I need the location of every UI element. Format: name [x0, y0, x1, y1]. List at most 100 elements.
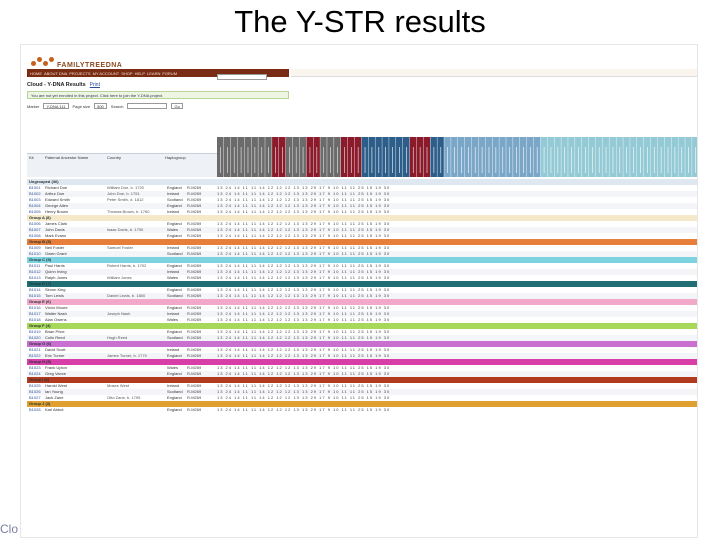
nav-item[interactable]: MY ACCOUNT: [92, 70, 120, 76]
marker-values: 13 24 14 11 11 14 12 12 12 13 13 29 17 9…: [217, 269, 391, 274]
brand-name: FAMILYTREEDNA: [57, 62, 123, 69]
join-notice[interactable]: You are not yet enrolled in this project…: [27, 91, 289, 99]
table-row: B1009 Neil Foster Samuel Foster Ireland R-M2…: [27, 245, 697, 251]
country: Scotland: [167, 197, 183, 202]
country: Scotland: [167, 389, 183, 394]
table-row: B1013 Ralph Jones William Jones Wales R-M269…: [27, 275, 697, 281]
login-field[interactable]: [217, 74, 267, 80]
nav-item[interactable]: FORUM: [162, 70, 178, 76]
marker-values: 13 24 14 11 11 14 12 12 12 13 13 29 17 9…: [217, 227, 391, 232]
kit-link[interactable]: B1015: [29, 293, 41, 298]
ancestor-desc: James Turner, b. 1770: [107, 353, 147, 358]
member-name: Frank Upton: [45, 365, 68, 370]
marker-values: 13 24 14 11 11 14 12 12 12 13 13 29 17 9…: [217, 347, 391, 352]
col-haplogroup[interactable]: Haplogroup: [165, 155, 186, 160]
kit-link[interactable]: B1020: [29, 335, 41, 340]
kit-link[interactable]: B1012: [29, 269, 41, 274]
marker-values: 13 24 14 11 11 14 12 12 12 13 13 29 17 9…: [217, 317, 391, 322]
nav-item[interactable]: ABOUT DNA: [44, 70, 68, 76]
kit-link[interactable]: B1009: [29, 245, 41, 250]
kit-link[interactable]: B1019: [29, 329, 41, 334]
kit-link[interactable]: B1024: [29, 371, 41, 376]
kit-link[interactable]: B1028: [29, 407, 41, 412]
col-country[interactable]: Country: [107, 155, 122, 160]
ancestor-desc: Daniel Lewis, b. 1800: [107, 293, 146, 298]
kit-link[interactable]: B1018: [29, 317, 41, 322]
kit-link[interactable]: B1014: [29, 287, 41, 292]
country: England: [167, 407, 182, 412]
kit-link[interactable]: B1023: [29, 365, 41, 370]
col-name[interactable]: Paternal Ancestor Name: [45, 155, 89, 160]
member-name: John Davis: [45, 227, 65, 232]
ancestor-desc: Thomas Brown, b. 1760: [107, 209, 150, 214]
kit-link[interactable]: B1027: [29, 395, 41, 400]
marker-column-header[interactable]: [692, 137, 698, 177]
kit-link[interactable]: B1005: [29, 209, 41, 214]
marker-values: 13 24 14 11 11 14 12 12 12 13 13 29 17 9…: [217, 245, 391, 250]
group-label: Group A (8): [29, 215, 51, 220]
print-link[interactable]: Print: [89, 82, 100, 88]
kit-link[interactable]: B1026: [29, 389, 41, 394]
marker-values: 13 24 14 11 11 14 12 12 12 13 13 29 17 9…: [217, 353, 391, 358]
kit-link[interactable]: B1022: [29, 353, 41, 358]
group-label: Group J (3): [29, 401, 51, 406]
table-row: B1017 Walter Nash Joseph Nash Ireland R-M269…: [27, 311, 697, 317]
slide-title: The Y-STR results: [234, 4, 486, 39]
marker-values: 13 24 14 11 11 14 12 12 12 13 13 29 17 9…: [217, 275, 391, 280]
marker-header: Kit Paternal Ancestor Name Country Haplo…: [27, 113, 698, 177]
ancestor-desc: John Doe, b. 1751: [107, 191, 140, 196]
kit-link[interactable]: B1003: [29, 197, 41, 202]
haplogroup: R-M269: [187, 305, 202, 310]
nav-item[interactable]: HELP: [134, 70, 146, 76]
country: Scotland: [167, 335, 183, 340]
kit-link[interactable]: B1002: [29, 191, 41, 196]
table-row: B1022 Eric Turner James Turner, b. 1770 Eng…: [27, 353, 697, 359]
nav-item[interactable]: SHOP: [121, 70, 133, 76]
country: England: [167, 371, 182, 376]
member-name: Greg Vance: [45, 371, 67, 376]
table-row: B1002 Arthur Doe John Doe, b. 1751 Ireland R…: [27, 191, 697, 197]
haplogroup: R-M269: [187, 287, 202, 292]
nav-item[interactable]: HOME: [30, 70, 42, 76]
kit-link[interactable]: B1010: [29, 251, 41, 256]
results-toolbar: Marker Y-DNA 111 Page size 500 Search Go: [27, 102, 289, 110]
kit-link[interactable]: B1021: [29, 347, 41, 352]
column-headers: Kit Paternal Ancestor Name Country Haplo…: [27, 153, 217, 177]
col-kit[interactable]: Kit: [29, 155, 34, 160]
page-size-select[interactable]: 500: [94, 103, 107, 109]
country: Ireland: [167, 347, 180, 352]
table-row: B1005 Henry Brown Thomas Brown, b. 1760 Ire…: [27, 209, 697, 215]
kit-link[interactable]: B1007: [29, 227, 41, 232]
kit-link[interactable]: B1016: [29, 305, 41, 310]
search-button[interactable]: Go: [171, 103, 183, 109]
kit-link[interactable]: B1008: [29, 233, 41, 238]
marker-filter-select[interactable]: Y-DNA 111: [43, 103, 69, 109]
ancestor-desc: Otto Zane, b. 1795: [107, 395, 141, 400]
kit-link[interactable]: B1017: [29, 311, 41, 316]
group-label: Group F (4): [29, 323, 51, 328]
marker-values: 13 24 14 11 11 14 12 12 12 13 13 29 17 9…: [217, 389, 391, 394]
kit-link[interactable]: B1013: [29, 275, 41, 280]
country: Ireland: [167, 383, 180, 388]
kit-link[interactable]: B1001: [29, 185, 41, 190]
brand-logo[interactable]: FAMILYTREEDNA: [29, 47, 122, 69]
country: England: [167, 263, 182, 268]
kit-link[interactable]: B1025: [29, 383, 41, 388]
haplogroup: R-M269: [187, 251, 202, 256]
country: Ireland: [167, 191, 180, 196]
kit-link[interactable]: B1006: [29, 221, 41, 226]
member-name: Henry Brown: [45, 209, 69, 214]
kit-link[interactable]: B1004: [29, 203, 41, 208]
ancestor-desc: William Doe, b. 1720: [107, 185, 144, 190]
haplogroup: R-M269: [187, 191, 202, 196]
nav-item[interactable]: PROJECTS: [69, 70, 91, 76]
marker-values: 13 24 14 11 11 14 12 12 12 13 13 29 17 9…: [217, 383, 391, 388]
kit-link[interactable]: B1011: [29, 263, 41, 268]
search-input[interactable]: [127, 103, 168, 109]
marker-values: 13 24 14 11 11 14 12 12 12 13 13 29 17 9…: [217, 197, 391, 202]
nav-item[interactable]: LEARN: [147, 70, 161, 76]
top-bar: [291, 69, 697, 77]
haplogroup: R-M269: [187, 383, 202, 388]
ancestor-desc: Robert Harris, b. 1702: [107, 263, 147, 268]
table-row: B1024 Greg Vance England R-M269 13 24 14 11 …: [27, 371, 697, 377]
